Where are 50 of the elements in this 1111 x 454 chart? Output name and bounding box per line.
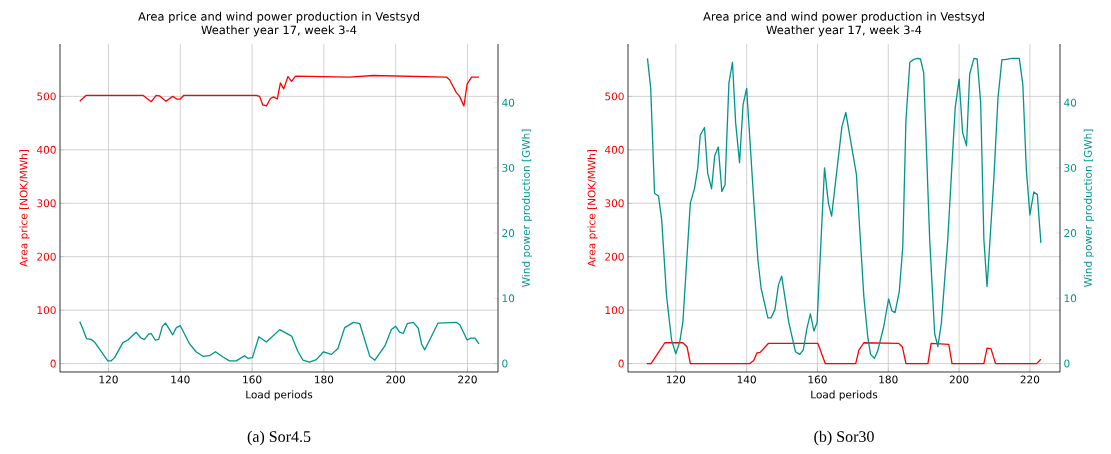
y2-tick-label: 10: [502, 294, 515, 303]
chart-title: Area price and wind power production in Vestsyd: [138, 11, 419, 23]
y2-tick-label: 10: [1064, 294, 1077, 303]
x-tick-label: 220: [1020, 375, 1040, 384]
x-tick-label: 200: [386, 375, 405, 384]
y2-axis-title: Wind power production [GWh]: [1083, 129, 1094, 287]
x-axis-title: Load periods: [246, 390, 313, 401]
line-series: [646, 342, 1042, 365]
y-tick-label: 500: [37, 92, 56, 101]
y2-tick-label: 30: [1064, 163, 1077, 172]
x-tick-label: 160: [243, 375, 262, 384]
line-series: [79, 74, 480, 107]
text: (a) Sor4.5: [247, 430, 311, 446]
y-tick-label: 0: [618, 359, 624, 368]
x-tick-label: 160: [808, 375, 827, 384]
x-tick-label: 180: [315, 375, 334, 384]
chart-title: Area price and wind power production in Vestsyd: [703, 11, 984, 23]
y2-axis-title: Wind power production [GWh]: [521, 129, 532, 287]
x-tick-label: 200: [949, 375, 969, 384]
text: (b) Sor30: [814, 430, 874, 446]
x-tick-label: 140: [737, 375, 756, 384]
y-tick-label: 500: [605, 92, 624, 101]
y2-tick-label: 0: [502, 359, 508, 368]
x-tick-label: 180: [879, 375, 898, 384]
y-tick-label: 400: [604, 145, 624, 154]
chart-subtitle: Weather year 17, week 3-4: [201, 25, 357, 37]
x-tick-label: 140: [171, 375, 190, 384]
y2-tick-label: 40: [502, 98, 515, 107]
x-tick-label: 220: [458, 375, 477, 384]
y-tick-label: 200: [37, 252, 56, 261]
line-series: [79, 321, 480, 363]
y-tick-label: 300: [37, 199, 56, 208]
y-tick-label: 100: [605, 306, 624, 315]
chart-subtitle: Weather year 17, week 3-4: [766, 25, 922, 37]
y-tick-label: 300: [605, 199, 624, 208]
x-tick-label: 120: [666, 375, 686, 384]
x-axis-title: Load periods: [811, 390, 878, 401]
y-tick-label: 200: [605, 252, 624, 261]
y-axis-title: Area price [NOK/MWh]: [587, 149, 598, 267]
y-tick-label: 400: [36, 145, 56, 154]
x-tick-label: 120: [99, 375, 118, 384]
line-series: [646, 57, 1042, 359]
y2-tick-label: 0: [1064, 359, 1070, 368]
y2-tick-label: 40: [1064, 98, 1077, 107]
y2-tick-label: 20: [502, 229, 515, 238]
y2-tick-label: 30: [502, 163, 515, 172]
y-axis-title: Area price [NOK/MWh]: [19, 149, 30, 267]
y-tick-label: 0: [50, 359, 56, 368]
y2-tick-label: 20: [1064, 229, 1077, 238]
y-tick-label: 100: [37, 306, 56, 315]
